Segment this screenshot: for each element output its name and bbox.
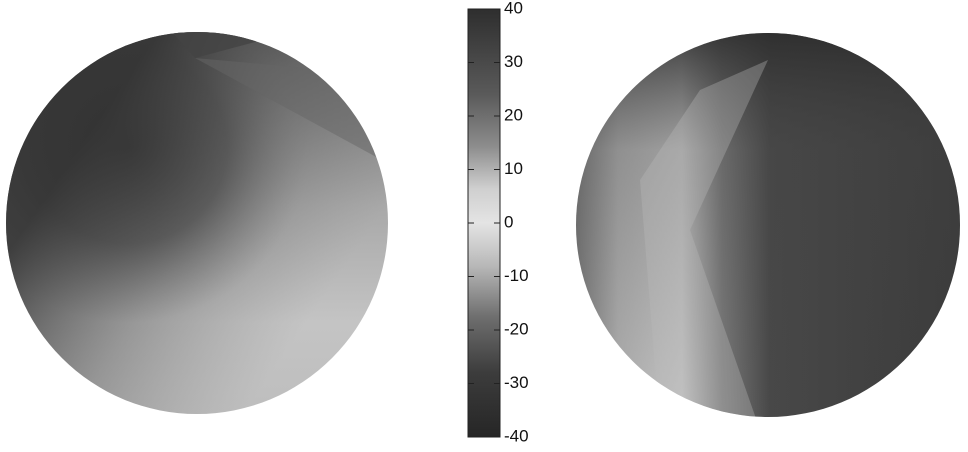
tick-label: 30: [504, 52, 523, 71]
tick-label: -20: [504, 319, 529, 338]
tick-label: -40: [504, 426, 529, 445]
figure: -40 -30 -20 -10 0 10 20 30 40: [0, 0, 968, 452]
tick-label: 40: [504, 0, 523, 17]
tick-label: -30: [504, 373, 529, 392]
right-sphere: [570, 30, 968, 430]
tick-label: 10: [504, 159, 523, 178]
tick-label: 20: [504, 105, 523, 124]
tick-label: -10: [504, 266, 529, 285]
left-sphere: [0, 30, 400, 420]
tick-label: 0: [504, 212, 513, 231]
